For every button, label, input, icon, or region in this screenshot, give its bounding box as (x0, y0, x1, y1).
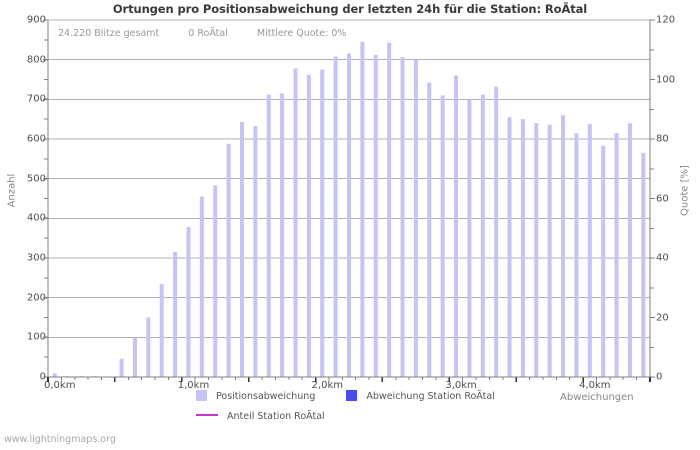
annotation-total: 24.220 Blitze gesamt (58, 28, 160, 39)
legend-row-1: Positionsabweichung Abweichung Station R… (196, 390, 523, 402)
chart-annotations: 24.220 Blitze gesamt 0 RoÃtal Mittlere Q… (58, 28, 372, 39)
annotation-mean-rate: Mittlere Quote: 0% (256, 28, 347, 39)
x-tick-label: 0,0km (44, 380, 76, 391)
chart-title: Ortungen pro Positionsabweichung der let… (112, 2, 588, 16)
y-tick-label-left: 200 (26, 292, 46, 304)
x-tick-label: 2,0km (311, 380, 343, 391)
legend-swatch-dark (346, 390, 358, 401)
y-tick-label-left: 100 (26, 331, 46, 343)
y-tick-label-left: 600 (26, 133, 46, 145)
legend-item-anteil-station[interactable]: Anteil Station RoÃtal (196, 411, 325, 422)
y-tick-label-right: 60 (656, 193, 669, 204)
legend-swatch-light (196, 390, 207, 401)
y-tick-label-left: 800 (26, 54, 46, 66)
y-tick-label-right: 100 (656, 74, 676, 85)
legend-item-abweichung-station[interactable]: Abweichung Station RoÃtal (346, 390, 495, 402)
x-tick-label: 1,0km (177, 380, 210, 391)
legend-item-positionsabweichung[interactable]: Positionsabweichung (196, 390, 315, 402)
annotation-station-count: 0 RoÃtal (188, 28, 228, 39)
legend-label-2: Abweichung Station RoÃtal (366, 391, 495, 402)
y-tick-label-left: 400 (26, 212, 46, 224)
legend-swatch-line (196, 414, 218, 416)
y-tick-label-left: 0 (39, 371, 46, 383)
y-tick-label-right: 0 (656, 371, 663, 383)
x-axis-label: Abweichungen (560, 392, 634, 403)
y-tick-label-right: 40 (656, 252, 669, 264)
y-tick-label-right: 20 (656, 312, 669, 323)
legend-row-2: Anteil Station RoÃtal (196, 411, 353, 422)
legend-label-1: Positionsabweichung (216, 391, 316, 402)
y-tick-label-right: 120 (656, 14, 676, 26)
y-tick-label-left: 300 (26, 252, 46, 264)
legend-label-3: Anteil Station RoÃtal (227, 411, 325, 422)
y-tick-label-left: 900 (26, 14, 46, 26)
watermark: www.lightningmaps.org (4, 434, 116, 445)
x-tick-label: 4,0km (579, 380, 611, 391)
y-tick-label-left: 500 (26, 173, 46, 185)
y-tick-label-left: 700 (26, 93, 46, 105)
y-tick-label-right: 80 (656, 133, 669, 145)
x-tick-label: 3,0km (445, 380, 477, 391)
